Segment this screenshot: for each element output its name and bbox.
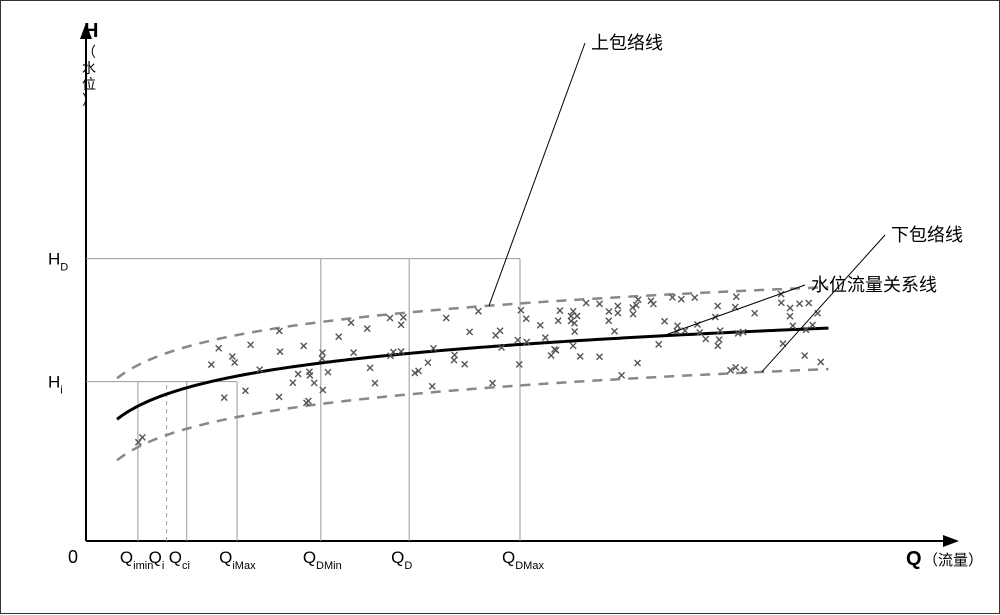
y-axis-title: H [84,20,98,42]
y-axis-subtitle: （ [82,44,96,60]
y-axis-subtitle: ） [82,92,96,108]
anno-lower_env: 下包络线 [891,225,963,245]
ytick-HD: HD [48,250,68,274]
x-axis-subtitle: （流量） [923,552,983,569]
origin-label: 0 [68,547,78,567]
leader-upper_env [489,43,585,306]
anno-upper_env: 上包络线 [591,33,663,53]
x-axis-title: Q [906,548,922,570]
xtick-QDMin: QDMin [303,548,342,572]
anno-main_rel: 水位流量关系线 [811,275,937,295]
lower-envelope [117,369,828,460]
xtick-Qci: Qci [169,548,190,572]
scatter [135,291,823,445]
chart-svg: 0H（水位）Q（流量）QiminQiQciQiMaxQDMinQDQDMaxHi… [1,1,1000,615]
x-axis-arrow [943,535,959,547]
chart-container: 0H（水位）Q（流量）QiminQiQciQiMaxQDMinQDQDMaxHi… [0,0,1000,614]
y-axis-subtitle: 位 [82,76,96,92]
xtick-QDMax: QDMax [502,548,544,572]
xtick-QiMax: QiMax [219,548,256,572]
xtick-QD: QD [391,548,412,572]
ytick-Hi: Hi [48,373,63,397]
y-axis-subtitle: 水 [82,60,96,76]
